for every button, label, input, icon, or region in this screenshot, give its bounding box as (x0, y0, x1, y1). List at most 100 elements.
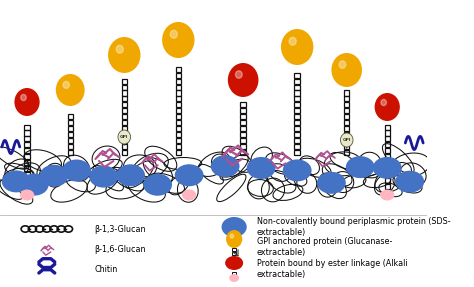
Bar (175, 114, 181, 119)
Bar (24, 136, 30, 141)
Bar (232, 252, 236, 255)
Bar (294, 96, 300, 101)
Bar (121, 150, 127, 155)
Bar (344, 150, 349, 155)
Bar (384, 148, 390, 153)
Bar (175, 126, 181, 131)
Bar (24, 190, 30, 195)
Bar (175, 84, 181, 90)
Bar (240, 120, 246, 125)
Bar (384, 184, 390, 189)
Bar (384, 125, 390, 129)
Bar (121, 108, 127, 113)
Ellipse shape (346, 156, 374, 178)
Ellipse shape (221, 217, 247, 237)
Bar (175, 132, 181, 137)
Text: Non-covalently bound periplasmic protein (SDS-
extractable): Non-covalently bound periplasmic protein… (256, 217, 450, 237)
Ellipse shape (283, 159, 311, 181)
Circle shape (339, 61, 346, 68)
Ellipse shape (317, 172, 346, 194)
Ellipse shape (62, 160, 91, 181)
Bar (240, 150, 246, 155)
Bar (24, 131, 30, 135)
Bar (67, 126, 73, 131)
Bar (384, 136, 390, 141)
Bar (240, 114, 246, 119)
Bar (121, 138, 127, 143)
Bar (294, 150, 300, 155)
Circle shape (381, 99, 386, 106)
Ellipse shape (89, 166, 118, 188)
Bar (344, 114, 349, 119)
Ellipse shape (175, 164, 203, 186)
Ellipse shape (229, 274, 239, 282)
Circle shape (281, 29, 313, 65)
Circle shape (228, 63, 258, 97)
Text: Chitin: Chitin (94, 265, 118, 274)
Text: β-1,6-Glucan: β-1,6-Glucan (94, 245, 146, 253)
Bar (67, 120, 73, 125)
Bar (67, 132, 73, 137)
Circle shape (162, 22, 194, 58)
Bar (175, 120, 181, 125)
Bar (294, 84, 300, 90)
Bar (240, 144, 246, 149)
Bar (294, 120, 300, 125)
Bar (24, 154, 30, 159)
Circle shape (226, 230, 242, 248)
Bar (294, 138, 300, 143)
Circle shape (170, 30, 177, 38)
Text: GPI: GPI (343, 138, 351, 142)
Bar (175, 138, 181, 143)
Circle shape (230, 234, 234, 238)
Bar (294, 144, 300, 149)
Bar (294, 108, 300, 113)
Bar (294, 132, 300, 137)
Circle shape (14, 88, 40, 116)
Bar (384, 166, 390, 171)
Circle shape (331, 53, 362, 87)
Bar (175, 144, 181, 149)
Bar (175, 96, 181, 101)
Bar (121, 114, 127, 119)
Bar (384, 142, 390, 148)
Bar (384, 154, 390, 159)
Circle shape (118, 130, 130, 144)
Bar (294, 90, 300, 96)
Bar (175, 108, 181, 113)
Ellipse shape (225, 256, 243, 270)
Bar (344, 90, 349, 96)
Ellipse shape (2, 170, 31, 192)
Bar (344, 96, 349, 101)
Circle shape (21, 94, 26, 101)
Bar (384, 190, 390, 195)
Circle shape (374, 93, 400, 121)
Ellipse shape (247, 157, 275, 179)
Bar (24, 148, 30, 153)
Ellipse shape (373, 157, 401, 179)
Bar (121, 102, 127, 107)
Bar (121, 120, 127, 125)
Bar (175, 79, 181, 84)
Text: β-1,3-Glucan: β-1,3-Glucan (94, 224, 146, 234)
Bar (121, 96, 127, 101)
Ellipse shape (40, 165, 68, 187)
Ellipse shape (182, 189, 196, 201)
Ellipse shape (143, 174, 172, 196)
Bar (121, 84, 127, 90)
Bar (121, 126, 127, 131)
Circle shape (108, 37, 140, 73)
Bar (67, 138, 73, 143)
Bar (344, 120, 349, 125)
Text: GPI anchored protein (Glucanase-
extractable): GPI anchored protein (Glucanase- extract… (256, 237, 392, 257)
Bar (344, 102, 349, 107)
Circle shape (340, 133, 353, 147)
Bar (121, 90, 127, 96)
Bar (175, 73, 181, 78)
Bar (294, 73, 300, 78)
Bar (294, 126, 300, 131)
Bar (67, 150, 73, 155)
Bar (384, 172, 390, 177)
Bar (121, 79, 127, 84)
Bar (175, 102, 181, 107)
